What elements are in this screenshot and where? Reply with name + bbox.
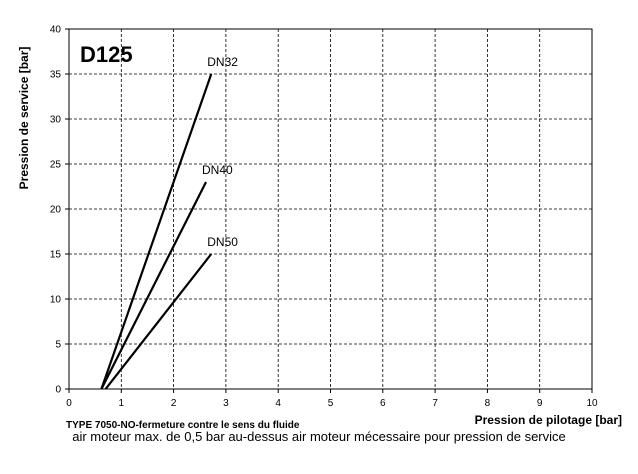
series-lines	[100, 73, 213, 390]
series-label-dn32: DN32	[207, 55, 238, 69]
x-tick-label: 4	[275, 398, 281, 409]
y-tick-label: 0	[55, 385, 61, 396]
y-tick-label: 5	[55, 340, 61, 351]
y-tick-label: 30	[50, 115, 62, 126]
chart-subtitle: TYPE 7050-NO-fermeture contre le sens du…	[66, 420, 300, 431]
x-axis-label: Pression de pilotage [bar]	[475, 413, 622, 427]
gridlines	[65, 28, 593, 393]
series-labels: DN32 DN40 DN50	[202, 55, 238, 249]
x-tick-label: 7	[432, 398, 438, 409]
x-tick-label: 10	[586, 398, 598, 409]
y-tick-label: 10	[50, 295, 62, 306]
caption: air moteur max. de 0,5 bar au-dessus air…	[72, 429, 566, 444]
y-tick-label: 15	[50, 250, 62, 261]
y-axis-label: Pression de service [bar]	[17, 47, 31, 190]
series-label-dn40: DN40	[202, 163, 233, 177]
x-tick-labels: 0 1 2 3 4 5 6 7 8 9 10	[66, 398, 598, 409]
x-tick-label: 2	[171, 398, 177, 409]
y-tick-label: 25	[50, 160, 62, 171]
x-tick-label: 6	[380, 398, 386, 409]
series-line-dn40	[100, 181, 208, 390]
y-tick-label: 20	[50, 205, 62, 216]
y-tick-label: 40	[50, 25, 62, 36]
x-tick-label: 3	[223, 398, 229, 409]
y-tick-label: 35	[50, 70, 62, 81]
plot-frame	[68, 28, 593, 390]
x-tick-label: 8	[485, 398, 491, 409]
x-tick-label: 5	[328, 398, 334, 409]
x-tick-label: 9	[537, 398, 543, 409]
series-label-dn50: DN50	[207, 235, 238, 249]
x-tick-label: 0	[66, 398, 72, 409]
y-tick-labels: 0 5 10 15 20 25 30 35 40	[50, 25, 62, 396]
series-line-dn32	[100, 73, 213, 390]
chart-title-badge: D125	[80, 42, 133, 67]
series-line-dn50	[104, 253, 213, 390]
x-tick-label: 1	[119, 398, 125, 409]
